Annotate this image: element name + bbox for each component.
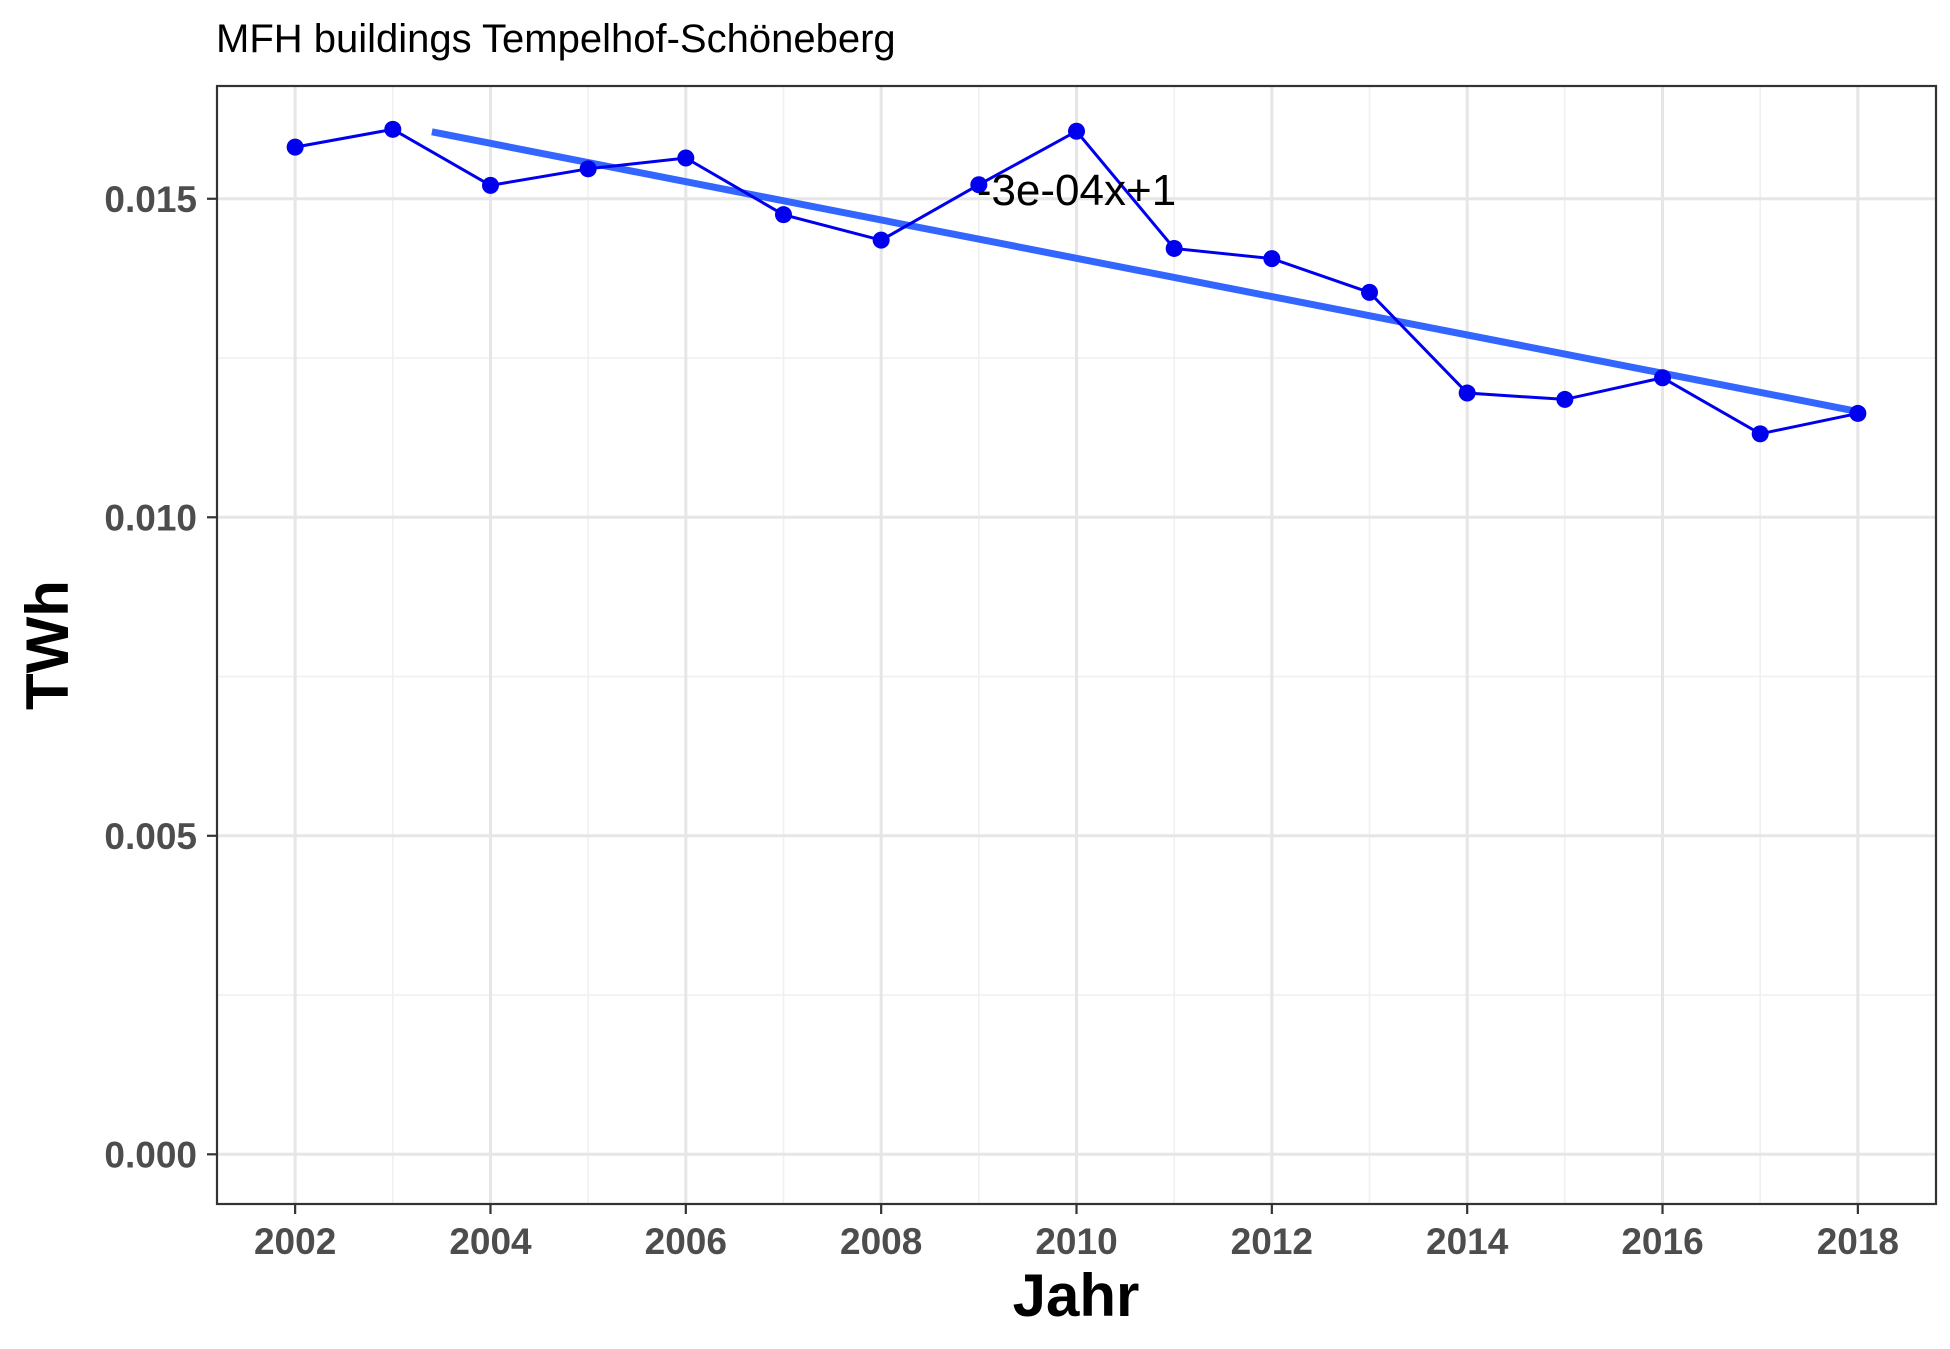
x-tick-label: 2014 xyxy=(1426,1221,1509,1262)
series-layer xyxy=(286,120,1867,443)
x-axis: 2002 2004 2006 2008 2010 2012 2014 2016 2018 xyxy=(254,1204,1899,1262)
x-tick-label: 2016 xyxy=(1621,1221,1703,1262)
x-tick-label: 2002 xyxy=(254,1221,336,1262)
chart-title: MFH buildings Tempelhof-Schöneberg xyxy=(216,17,896,61)
data-point xyxy=(286,138,304,156)
data-point xyxy=(384,120,402,138)
y-tick-label: 0.005 xyxy=(104,816,197,857)
x-tick-label: 2004 xyxy=(449,1221,532,1262)
data-point xyxy=(481,176,499,194)
y-tick-label: 0.000 xyxy=(104,1134,197,1175)
data-point xyxy=(1165,239,1183,257)
x-tick-label: 2010 xyxy=(1035,1221,1117,1262)
y-axis: 0.000 0.005 0.010 0.015 xyxy=(104,179,217,1175)
data-point xyxy=(1556,390,1574,408)
data-point xyxy=(579,160,597,178)
x-tick-label: 2018 xyxy=(1817,1221,1899,1262)
x-tick-label: 2012 xyxy=(1231,1221,1313,1262)
annotation-layer: -3e-04x+1 xyxy=(977,166,1176,215)
equation-annotation: -3e-04x+1 xyxy=(977,166,1176,215)
x-axis-title: Jahr xyxy=(1013,1262,1140,1329)
data-point xyxy=(774,206,792,224)
y-tick-label: 0.015 xyxy=(104,179,197,220)
data-point xyxy=(1263,250,1281,268)
data-point xyxy=(1068,122,1085,140)
y-tick-label: 0.010 xyxy=(104,497,197,538)
grid xyxy=(217,86,1936,1204)
data-point xyxy=(1361,283,1379,301)
trendline-layer xyxy=(431,128,1859,415)
data-point xyxy=(970,176,988,194)
trendline xyxy=(431,128,1859,415)
data-point xyxy=(1849,404,1867,422)
y-axis-title: TWh xyxy=(14,580,81,710)
data-point xyxy=(677,149,695,167)
x-tick-label: 2006 xyxy=(645,1221,727,1262)
data-point xyxy=(1654,369,1672,387)
data-point xyxy=(1751,425,1769,443)
data-point xyxy=(872,231,890,249)
data-point xyxy=(1458,384,1476,402)
x-tick-label: 2008 xyxy=(840,1221,922,1262)
